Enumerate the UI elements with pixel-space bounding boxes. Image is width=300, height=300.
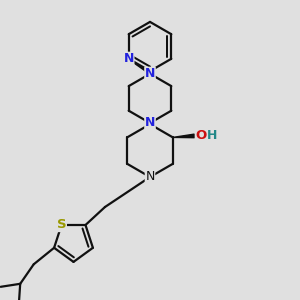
Polygon shape (148, 123, 152, 124)
Text: S: S (57, 218, 66, 232)
Text: H: H (207, 129, 217, 142)
Text: N: N (145, 170, 155, 184)
Polygon shape (173, 134, 195, 138)
Text: O: O (195, 129, 206, 142)
Text: N: N (145, 116, 155, 130)
Text: N: N (124, 52, 134, 65)
Text: N: N (145, 67, 155, 80)
